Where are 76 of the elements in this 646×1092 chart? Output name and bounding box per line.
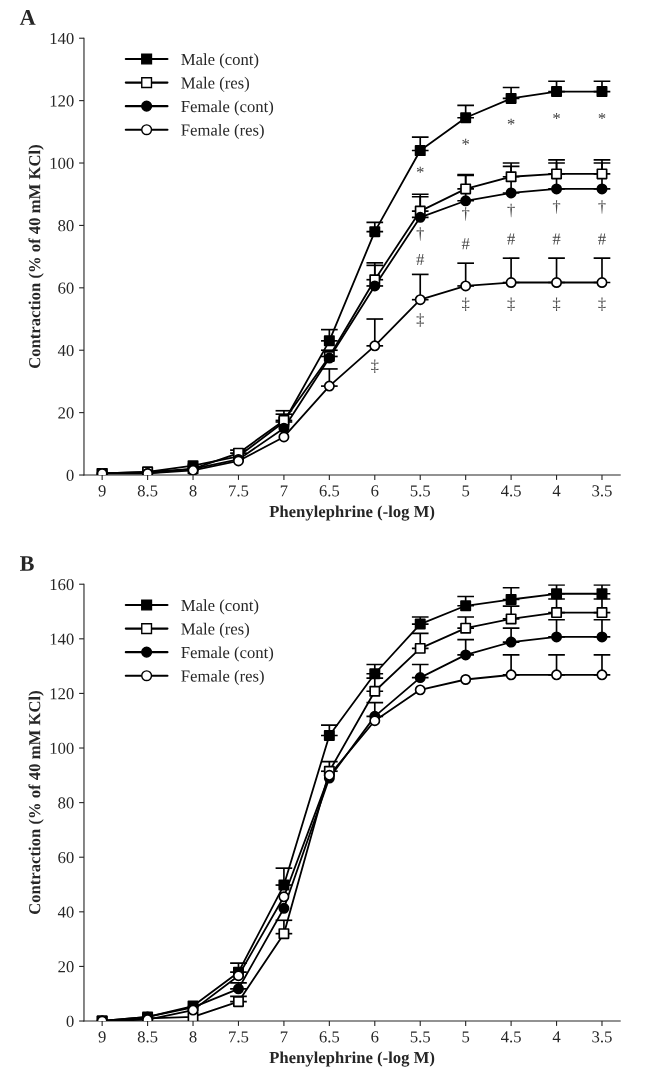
legend-label: Female (res) xyxy=(181,123,264,140)
x-tick-label: 5 xyxy=(462,485,470,497)
annotation: † xyxy=(462,207,470,221)
annotation: * xyxy=(416,166,424,173)
x-tick-label: 8 xyxy=(189,485,197,497)
annotation: ‡ xyxy=(462,297,470,312)
annotation: † xyxy=(507,203,515,218)
annotation: # xyxy=(552,233,561,245)
y-tick-label: 140 xyxy=(50,32,74,45)
x-tick-label: 7.5 xyxy=(229,1031,249,1043)
x-tick-label: 4.5 xyxy=(501,1031,521,1043)
x-tick-label: 8.5 xyxy=(137,485,158,497)
x-tick-label: 7 xyxy=(280,1031,288,1043)
x-tick-label: 6 xyxy=(371,485,379,497)
x-tick-label: 6.5 xyxy=(319,485,340,497)
y-tick-label: 100 xyxy=(50,157,74,169)
x-tick-label: 9 xyxy=(98,1031,106,1043)
legend-label: Male (cont) xyxy=(181,53,259,69)
x-axis-title: Phenylephrine (-log M) xyxy=(269,1051,435,1067)
legend-label: Female (cont) xyxy=(181,646,274,662)
legend-label: Female (res) xyxy=(181,669,264,686)
x-tick-label: 4 xyxy=(552,1031,561,1043)
x-tick-label: 5.5 xyxy=(410,485,430,497)
annotation: # xyxy=(461,238,470,250)
chart-title: A xyxy=(19,10,36,25)
y-tick-label: 0 xyxy=(66,469,74,481)
x-tick-label: 6.5 xyxy=(319,1031,340,1043)
annotation: * xyxy=(507,118,515,125)
y-tick-label: 120 xyxy=(50,688,74,700)
y-axis-title: Contraction (% of 40 mM KCl) xyxy=(28,691,44,915)
annotation: # xyxy=(598,233,606,245)
x-tick-label: 7 xyxy=(280,485,288,497)
annotation: * xyxy=(553,113,560,120)
x-tick-label: 3.5 xyxy=(592,485,612,497)
annotation: # xyxy=(416,254,425,265)
y-tick-label: 20 xyxy=(58,407,74,419)
legend-label: Male (res) xyxy=(181,76,249,92)
x-tick-label: 4.5 xyxy=(501,485,521,497)
y-tick-label: 120 xyxy=(50,95,74,107)
annotation: ‡ xyxy=(507,297,515,312)
x-tick-label: 8.5 xyxy=(137,1031,158,1043)
x-tick-label: 8 xyxy=(189,1031,197,1043)
annotation: ‡ xyxy=(552,297,561,312)
chart-title: B xyxy=(20,556,34,571)
legend-label: Male (res) xyxy=(181,622,249,638)
y-tick-label: 0 xyxy=(66,1015,74,1027)
legend-label: Male (cont) xyxy=(181,599,259,615)
x-tick-label: 3.5 xyxy=(592,1031,612,1043)
annotation: * xyxy=(462,138,470,145)
x-tick-label: 7.5 xyxy=(229,485,249,497)
x-tick-label: 4 xyxy=(552,485,561,497)
x-axis-title: Phenylephrine (-log M) xyxy=(269,505,435,521)
annotation: † xyxy=(416,227,424,241)
x-tick-label: 6 xyxy=(371,1031,379,1043)
y-tick-label: 40 xyxy=(57,344,74,357)
y-axis-title: Contraction (% of 40 mM KCl) xyxy=(28,145,44,369)
y-tick-label: 60 xyxy=(58,851,74,864)
annotation: * xyxy=(598,113,606,120)
y-tick-label: 100 xyxy=(50,742,74,754)
x-tick-label: 5 xyxy=(462,1031,470,1043)
y-tick-label: 60 xyxy=(58,282,74,294)
x-tick-label: 9 xyxy=(98,485,106,497)
annotation: † xyxy=(598,200,606,214)
legend-label: Female (cont) xyxy=(181,100,274,116)
x-tick-label: 5.5 xyxy=(410,1031,430,1043)
y-tick-label: 80 xyxy=(58,220,74,232)
y-tick-label: 80 xyxy=(58,797,74,809)
annotation: † xyxy=(552,200,561,214)
annotation: ‡ xyxy=(598,297,606,312)
annotation: # xyxy=(507,233,515,245)
annotation: ‡ xyxy=(416,313,424,327)
annotation: ‡ xyxy=(371,359,379,374)
y-tick-label: 140 xyxy=(50,633,74,645)
y-tick-label: 40 xyxy=(57,906,74,918)
y-tick-label: 160 xyxy=(50,578,74,591)
y-tick-label: 20 xyxy=(58,961,74,973)
